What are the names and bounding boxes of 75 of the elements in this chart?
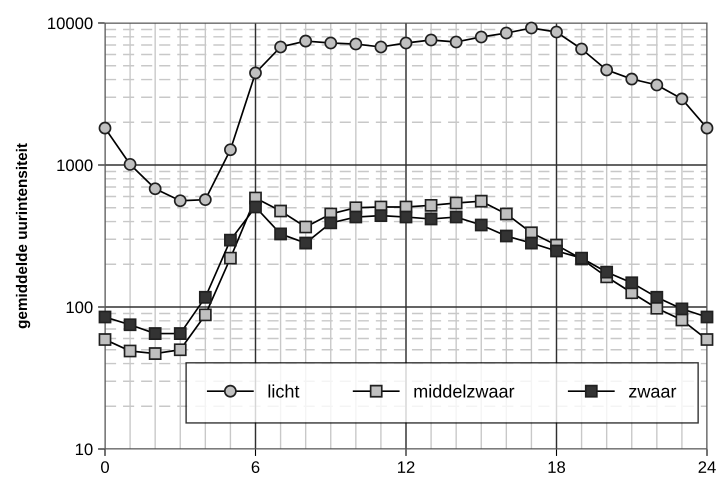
point [450, 210, 463, 224]
point [249, 200, 262, 214]
point [374, 209, 388, 222]
point [600, 64, 614, 76]
point [124, 344, 136, 358]
point [676, 92, 688, 106]
point [198, 193, 212, 206]
legend-label: licht [268, 384, 300, 398]
point [474, 194, 488, 208]
y-tick-label: 10000 [48, 17, 93, 30]
point [500, 26, 513, 40]
point [224, 252, 237, 264]
point [174, 327, 187, 340]
point [324, 36, 338, 50]
legend-label: middelzwaar [414, 384, 514, 398]
point [274, 228, 287, 240]
point [349, 210, 362, 224]
y-tick-label: 100 [66, 301, 93, 314]
x-tick-label: 18 [548, 461, 566, 474]
point [700, 333, 714, 346]
point [450, 36, 463, 48]
y-axis-title: gemiddelde uurintensiteit [16, 143, 30, 328]
point [575, 42, 588, 56]
point [474, 218, 488, 232]
point [700, 310, 714, 324]
point [224, 143, 237, 156]
point [124, 318, 136, 332]
point [400, 210, 412, 224]
point [224, 234, 237, 246]
point [500, 208, 513, 220]
x-tick-label: 24 [698, 461, 716, 473]
point [474, 30, 488, 44]
point [525, 236, 538, 250]
x-tick-label: 12 [398, 461, 414, 473]
x-tick-label: 6 [252, 461, 260, 474]
legend-label: zwaar [629, 388, 676, 398]
point [299, 34, 312, 48]
point [450, 196, 463, 210]
point [98, 122, 112, 134]
point [424, 212, 438, 226]
y-tick-label: 10 [76, 443, 93, 456]
point [299, 220, 312, 234]
point [374, 40, 388, 54]
x-tick-label: 0 [101, 461, 109, 474]
point [174, 343, 187, 356]
point [249, 66, 262, 80]
point [198, 308, 212, 322]
point [299, 236, 312, 250]
point [98, 310, 112, 324]
point [198, 290, 212, 304]
point [349, 38, 362, 50]
point [700, 122, 714, 134]
point [148, 347, 162, 360]
point [500, 230, 513, 242]
point [324, 216, 338, 230]
point [98, 333, 112, 346]
point [124, 158, 136, 171]
point [550, 26, 563, 38]
point [525, 22, 538, 34]
point [625, 276, 638, 290]
point [650, 290, 664, 304]
point [424, 198, 438, 212]
point [148, 327, 162, 340]
point [676, 302, 688, 316]
point [274, 204, 287, 218]
point [600, 266, 614, 279]
point [400, 36, 412, 50]
point [625, 72, 638, 86]
point [550, 244, 563, 258]
point [174, 194, 187, 208]
y-tick-label: 1000 [57, 159, 93, 172]
point [274, 40, 287, 54]
point [148, 182, 162, 196]
point [424, 34, 438, 46]
point [650, 78, 664, 92]
